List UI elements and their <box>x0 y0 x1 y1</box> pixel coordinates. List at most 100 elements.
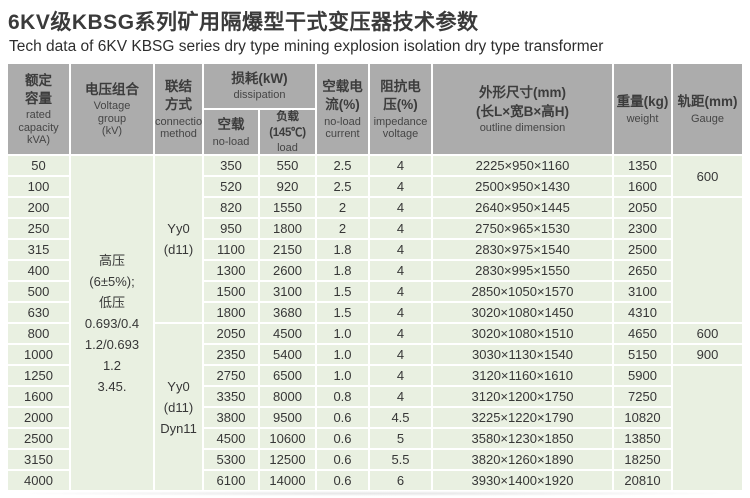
cell-no-load-loss: 2350 <box>202 343 260 367</box>
table-row: 50 高压 (6±5%); 低压 0.693/0.4 1.2/0.693 1.2 … <box>6 154 744 493</box>
cell-rated-capacity: 1000 <box>6 343 71 367</box>
table-row: 4000 6100 14000 0.6 6 3930×1400×1920 20810 <box>6 469 743 493</box>
cell-load-loss: 10600 <box>258 427 317 451</box>
table-row: 630 1800 3680 1.5 4 3020×1080×1450 4310 <box>6 301 743 325</box>
cell-gauge: 600 <box>671 154 744 199</box>
page-subtitle: Tech data of 6KV KBSG series dry type mi… <box>9 38 604 55</box>
cell-load-loss: 6500 <box>258 364 317 388</box>
cell-no-load-loss: 5300 <box>202 448 260 472</box>
table-row: 800 Yy0 (d11) Dyn11 2050 4500 1.0 4 3020×1080×… <box>6 322 744 493</box>
cell-impedance-voltage: 4 <box>368 238 433 262</box>
cell-impedance-voltage: 5.5 <box>368 448 433 472</box>
cell-weight: 2050 <box>612 196 673 220</box>
cell-outline-dimension: 2750×965×1530 <box>431 217 614 241</box>
cell-weight: 3100 <box>612 280 673 304</box>
header-load-loss: 负载(145℃) load <box>258 107 317 157</box>
cell-rated-capacity: 50 <box>6 154 71 178</box>
header-outline-dimension-en: outline dimension <box>479 121 566 134</box>
cell-impedance-voltage: 4 <box>368 301 433 325</box>
table-row: 500 1500 3100 1.5 4 2850×1050×1570 3100 <box>6 280 743 304</box>
cell-outline-dimension: 2830×995×1550 <box>431 259 614 283</box>
cell-load-loss: 2150 <box>258 238 317 262</box>
cell-no-load-current: 0.6 <box>315 469 370 493</box>
cell-no-load-current: 1.5 <box>315 301 370 325</box>
header-weight-en: weight <box>626 112 659 125</box>
cell-outline-dimension: 3820×1260×1890 <box>431 448 614 472</box>
cell-load-loss: 12500 <box>258 448 317 472</box>
header-dissipation-en: dissipation <box>233 89 286 102</box>
header-load-loss-en: load <box>277 142 298 155</box>
cell-load-loss: 550 <box>258 154 317 178</box>
cell-no-load-loss: 1500 <box>202 280 260 304</box>
table-row: 400 1300 2600 1.8 4 2830×995×1550 2650 <box>6 259 743 283</box>
cell-no-load-loss: 6100 <box>202 469 260 493</box>
cell-outline-dimension: 3930×1400×1920 <box>431 469 614 493</box>
cell-load-loss: 920 <box>258 175 317 199</box>
cell-rated-capacity: 500 <box>6 280 71 304</box>
header-voltage-group: 电压组合 Voltage group (kV) <box>69 61 155 157</box>
cell-gauge <box>671 364 744 493</box>
cell-rated-capacity: 100 <box>6 175 71 199</box>
cell-load-loss: 3680 <box>258 301 317 325</box>
header-impedance-voltage: 阻抗电 压(%) impedance voltage <box>368 61 433 157</box>
cell-rated-capacity: 1600 <box>6 385 71 409</box>
cell-weight: 2300 <box>612 217 673 241</box>
cell-weight: 20810 <box>612 469 673 493</box>
cell-no-load-current: 1.5 <box>315 280 370 304</box>
cell-impedance-voltage: 6 <box>368 469 433 493</box>
page: 6KV级KBSG系列矿用隔爆型干式变压器技术参数 Tech data of 6K… <box>0 6 750 498</box>
cell-rated-capacity: 315 <box>6 238 71 262</box>
table-row: 315 1100 2150 1.8 4 2830×975×1540 2500 <box>6 238 743 262</box>
table-row: 2500 4500 10600 0.6 5 3580×1230×1850 13850 <box>6 427 743 451</box>
cell-weight: 4650 <box>612 322 673 346</box>
header-gauge-en: Gauge <box>690 112 725 125</box>
header-dissipation-zh: 损耗(kW) <box>231 71 288 87</box>
header-weight: 重量(kg) weight <box>612 61 673 157</box>
cell-impedance-voltage: 4.5 <box>368 406 433 430</box>
cell-load-loss: 3100 <box>258 280 317 304</box>
header-gauge-zh: 轨距(mm) <box>677 94 738 110</box>
cell-gauge: 900 <box>671 343 744 367</box>
table-row: 1600 3350 8000 0.8 4 3120×1200×1750 7250 <box>6 385 743 409</box>
cell-outline-dimension: 3120×1160×1610 <box>431 364 614 388</box>
header-load-loss-zh: 负载(145℃) <box>269 111 306 139</box>
cell-impedance-voltage: 4 <box>368 154 433 178</box>
cell-gauge <box>671 196 744 325</box>
table-row: 1250 2750 6500 1.0 4 3120×1160×1610 5900 <box>6 364 744 493</box>
header-no-load-loss: 空载 no-load <box>202 107 260 157</box>
cell-no-load-current: 0.6 <box>315 427 370 451</box>
cell-no-load-loss: 520 <box>202 175 260 199</box>
header-no-load-current: 空载电 流(%) no-load current <box>315 61 370 157</box>
cell-no-load-loss: 2750 <box>202 364 260 388</box>
cell-weight: 18250 <box>612 448 673 472</box>
cell-rated-capacity: 3150 <box>6 448 71 472</box>
header-impedance-voltage-zh: 阻抗电 压(%) <box>380 79 421 113</box>
cell-no-load-current: 2.5 <box>315 175 370 199</box>
header-no-load-loss-zh: 空载 <box>217 117 245 133</box>
cell-weight: 1600 <box>612 175 673 199</box>
cell-no-load-current: 2.5 <box>315 154 370 178</box>
cell-impedance-voltage: 5 <box>368 427 433 451</box>
cell-outline-dimension: 2225×950×1160 <box>431 154 614 178</box>
cell-no-load-loss: 4500 <box>202 427 260 451</box>
cell-no-load-current: 2 <box>315 196 370 220</box>
cell-rated-capacity: 4000 <box>6 469 71 493</box>
cell-impedance-voltage: 4 <box>368 343 433 367</box>
cell-impedance-voltage: 4 <box>368 322 433 346</box>
cell-impedance-voltage: 4 <box>368 364 433 388</box>
cell-impedance-voltage: 4 <box>368 175 433 199</box>
header-rated-capacity-zh: 额定 容量 <box>25 72 52 107</box>
cell-impedance-voltage: 4 <box>368 217 433 241</box>
cell-weight: 4310 <box>612 301 673 325</box>
header-no-load-current-zh: 空载电 流(%) <box>322 79 363 113</box>
cell-outline-dimension: 3225×1220×1790 <box>431 406 614 430</box>
cell-no-load-current: 0.8 <box>315 385 370 409</box>
header-no-load-current-en: no-load current <box>324 115 361 140</box>
header-outline-dimension-zh: 外形尺寸(mm) (长L×宽B×高H) <box>475 85 569 119</box>
cell-impedance-voltage: 4 <box>368 196 433 220</box>
cell-load-loss: 9500 <box>258 406 317 430</box>
cell-load-loss: 8000 <box>258 385 317 409</box>
cell-no-load-loss: 350 <box>202 154 260 178</box>
cell-weight: 2650 <box>612 259 673 283</box>
cell-outline-dimension: 3020×1080×1510 <box>431 322 614 346</box>
